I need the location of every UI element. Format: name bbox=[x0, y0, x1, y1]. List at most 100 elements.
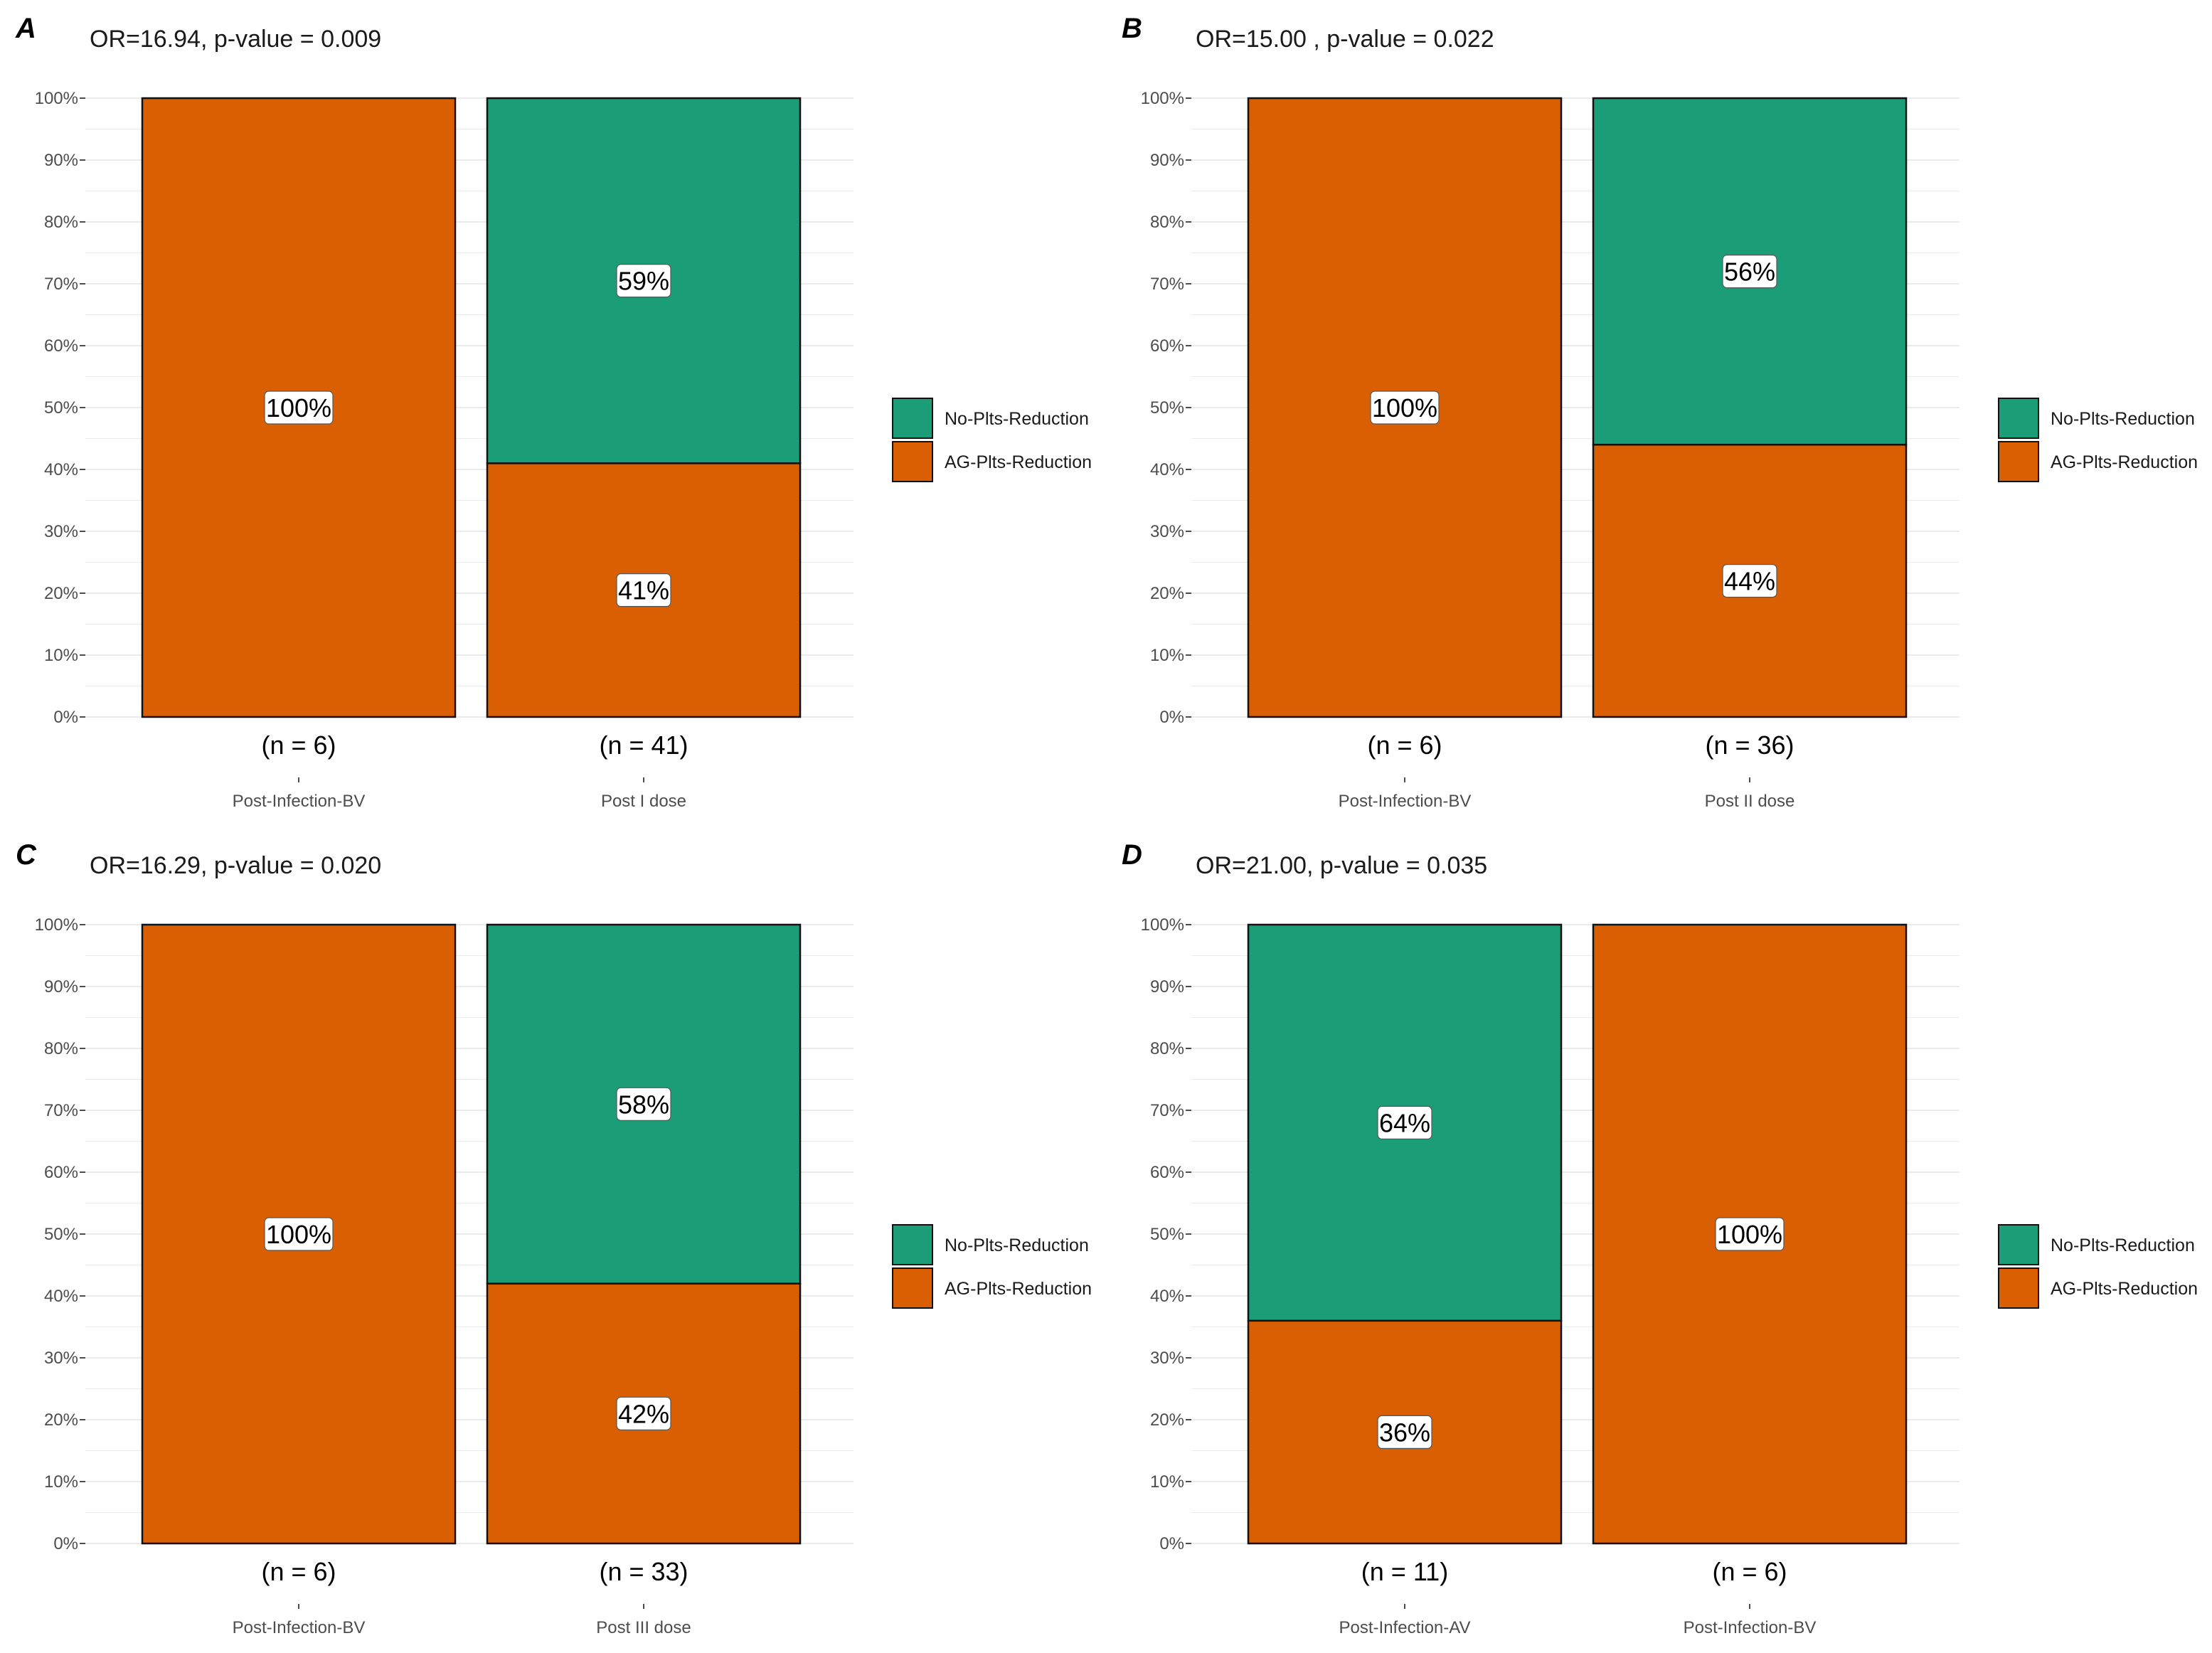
y-tick-label: 0% bbox=[53, 1534, 78, 1553]
legend-label: No-Plts-Reduction bbox=[2051, 1235, 2195, 1255]
data-label: 36% bbox=[1379, 1418, 1430, 1447]
panel-b: B OR=15.00 , p-value = 0.022 0% 10% 20% 30%… bbox=[1106, 0, 2212, 826]
y-tick-label: 0% bbox=[53, 708, 78, 727]
panel-title: OR=15.00 , p-value = 0.022 bbox=[1196, 26, 1494, 53]
y-axis: 0% 10% 20% 30% 40% 50% 60% 70% 80% 90% 100% bbox=[35, 89, 85, 727]
data-labels: 36% 64% 100% bbox=[1377, 1105, 1785, 1450]
data-label: 56% bbox=[1724, 257, 1775, 287]
y-tick-label: 80% bbox=[1150, 1039, 1184, 1058]
panel-title: OR=16.29, p-value = 0.020 bbox=[90, 852, 382, 879]
y-tick-label: 30% bbox=[44, 522, 78, 541]
legend: No-Plts-Reduction AG-Plts-Reduction bbox=[892, 1224, 1092, 1309]
legend-swatch bbox=[892, 441, 933, 482]
chart-svg: 0% 10% 20% 30% 40% 50% 60% 70% 80% 90% 100% 100% 44%… bbox=[1141, 89, 2198, 811]
panel-title: OR=21.00, p-value = 0.035 bbox=[1196, 852, 1488, 879]
x-tick-label: Post II dose bbox=[1705, 792, 1795, 811]
n-label: (n = 41) bbox=[599, 730, 688, 760]
data-label: 100% bbox=[1717, 1220, 1782, 1249]
data-labels: 100% 44% 56% bbox=[1370, 255, 1777, 598]
y-tick-label: 10% bbox=[44, 646, 78, 665]
data-label: 59% bbox=[618, 267, 669, 296]
legend: No-Plts-Reduction AG-Plts-Reduction bbox=[892, 398, 1092, 482]
chart-svg: 0% 10% 20% 30% 40% 50% 60% 70% 80% 90% 100% 100% 42%… bbox=[35, 915, 1092, 1637]
chart-svg: 0% 10% 20% 30% 40% 50% 60% 70% 80% 90% 100% 36% 64% 1… bbox=[1141, 915, 2198, 1637]
legend-label: No-Plts-Reduction bbox=[945, 1235, 1089, 1255]
data-label: 100% bbox=[266, 1220, 331, 1249]
n-label: (n = 6) bbox=[1367, 730, 1442, 760]
y-tick-label: 10% bbox=[44, 1472, 78, 1492]
y-tick-label: 60% bbox=[44, 1163, 78, 1182]
panel-letter: A bbox=[16, 13, 36, 44]
data-label: 64% bbox=[1379, 1108, 1430, 1137]
y-tick-label: 10% bbox=[1150, 646, 1184, 665]
legend-swatch bbox=[892, 398, 933, 439]
panel-title: OR=16.94, p-value = 0.009 bbox=[90, 26, 382, 53]
n-label: (n = 6) bbox=[261, 1557, 336, 1586]
y-tick-label: 0% bbox=[1159, 1534, 1184, 1553]
y-tick-label: 90% bbox=[44, 977, 78, 996]
n-label: (n = 36) bbox=[1705, 730, 1794, 760]
y-tick-label: 60% bbox=[44, 336, 78, 356]
data-label: 100% bbox=[266, 393, 331, 422]
y-tick-label: 0% bbox=[1159, 708, 1184, 727]
panel-a: A OR=16.94, p-value = 0.009 0% 10% 20% 30% 4… bbox=[0, 0, 1106, 826]
x-tick-label: Post-Infection-AV bbox=[1339, 1618, 1471, 1637]
data-label-box bbox=[616, 264, 671, 298]
data-label-box bbox=[1722, 563, 1777, 598]
panel-d: D OR=21.00, p-value = 0.035 0% 10% 20% 30% 4… bbox=[1106, 826, 2212, 1653]
data-labels: 100% 41% 59% bbox=[264, 264, 671, 607]
data-label: 42% bbox=[618, 1399, 669, 1428]
y-tick-label: 50% bbox=[44, 398, 78, 418]
legend-swatch bbox=[892, 1267, 933, 1309]
legend-swatch bbox=[892, 1224, 933, 1265]
x-tick-label: Post-Infection-BV bbox=[233, 792, 366, 811]
y-tick-label: 20% bbox=[44, 584, 78, 603]
legend-swatch bbox=[1998, 1267, 2039, 1309]
y-tick-label: 70% bbox=[44, 275, 78, 294]
y-tick-label: 100% bbox=[35, 89, 78, 108]
data-label-box bbox=[616, 573, 671, 607]
y-tick-label: 90% bbox=[44, 151, 78, 170]
y-axis: 0% 10% 20% 30% 40% 50% 60% 70% 80% 90% 100% bbox=[1141, 89, 1191, 727]
data-label: 41% bbox=[618, 576, 669, 605]
data-label-box bbox=[1377, 1415, 1432, 1450]
bars bbox=[1247, 923, 1908, 1545]
y-tick-label: 80% bbox=[44, 1039, 78, 1058]
y-tick-label: 40% bbox=[44, 460, 78, 479]
legend-swatch bbox=[1998, 398, 2039, 439]
data-label-box bbox=[264, 1217, 334, 1251]
y-tick-label: 20% bbox=[1150, 1410, 1184, 1430]
x-axis: (n = 11) Post-Infection-AV (n = 6) Post-Inf… bbox=[1339, 1557, 1817, 1637]
y-tick-label: 90% bbox=[1150, 977, 1184, 996]
panel-c: C OR=16.29, p-value = 0.020 0% 10% 20% 30% 4… bbox=[0, 826, 1106, 1653]
data-label-box bbox=[264, 390, 334, 425]
y-tick-label: 30% bbox=[1150, 522, 1184, 541]
y-tick-label: 40% bbox=[44, 1287, 78, 1306]
y-tick-label: 100% bbox=[1141, 89, 1184, 108]
y-tick-label: 50% bbox=[1150, 398, 1184, 418]
chart-svg: 0% 10% 20% 30% 40% 50% 60% 70% 80% 90% 100% 100% 41%… bbox=[35, 89, 1092, 811]
y-tick-label: 40% bbox=[1150, 1287, 1184, 1306]
y-tick-label: 40% bbox=[1150, 460, 1184, 479]
n-label: (n = 33) bbox=[599, 1557, 688, 1586]
x-tick-label: Post I dose bbox=[601, 792, 686, 811]
legend-label: AG-Plts-Reduction bbox=[2051, 1279, 2198, 1299]
data-label-box bbox=[1722, 255, 1777, 289]
panel-letter: C bbox=[16, 839, 36, 871]
x-axis: (n = 6) Post-Infection-BV (n = 36) Post II … bbox=[1339, 730, 1795, 811]
y-tick-label: 80% bbox=[1150, 213, 1184, 232]
x-tick-label: Post-Infection-BV bbox=[1339, 792, 1472, 811]
y-tick-label: 10% bbox=[1150, 1472, 1184, 1492]
data-label-box bbox=[1377, 1105, 1432, 1139]
legend-label: AG-Plts-Reduction bbox=[945, 452, 1092, 472]
data-label: 44% bbox=[1724, 567, 1775, 596]
legend-label: AG-Plts-Reduction bbox=[2051, 452, 2198, 472]
x-tick-label: Post-Infection-BV bbox=[1684, 1618, 1817, 1637]
y-tick-label: 20% bbox=[44, 1410, 78, 1430]
y-tick-label: 20% bbox=[1150, 584, 1184, 603]
legend-label: No-Plts-Reduction bbox=[945, 409, 1089, 429]
y-tick-label: 90% bbox=[1150, 151, 1184, 170]
y-tick-label: 30% bbox=[1150, 1349, 1184, 1368]
y-axis: 0% 10% 20% 30% 40% 50% 60% 70% 80% 90% 100% bbox=[1141, 915, 1191, 1553]
panel-letter: D bbox=[1122, 839, 1142, 871]
